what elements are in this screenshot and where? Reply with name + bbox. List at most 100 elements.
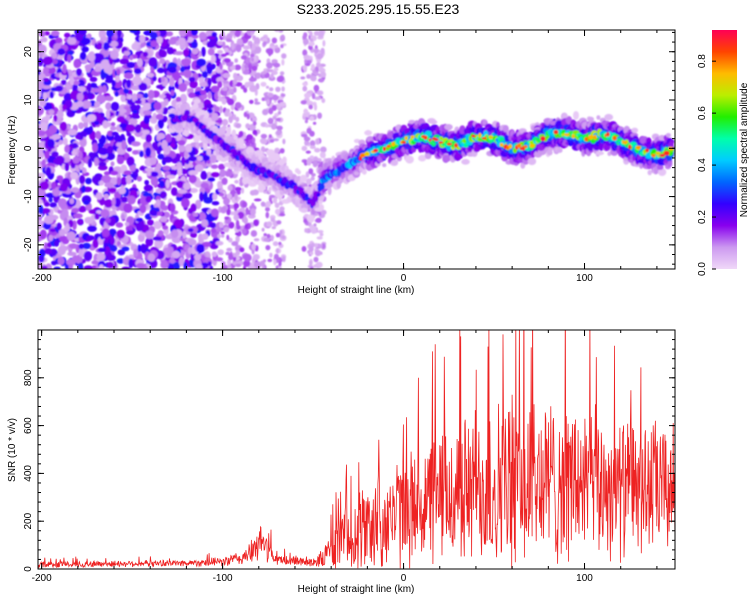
spectrogram-blob: [276, 220, 282, 225]
spectrogram-blob: [267, 117, 274, 125]
spectrogram-blob: [235, 219, 240, 228]
spectrogram-blob: [149, 31, 158, 39]
spectrogram-blob: [105, 217, 111, 224]
spectrogram-blob: [207, 77, 212, 87]
spectrogram-blob: [123, 170, 132, 176]
spectrogram-blob: [315, 217, 322, 223]
spectrogram-blob: [72, 220, 77, 231]
spectrogram-blob: [215, 241, 224, 246]
spectrogram-blob: [81, 46, 89, 53]
spectrogram-blob: [220, 53, 227, 57]
spectrogram-blob: [79, 30, 87, 35]
spectrogram-blob: [97, 161, 107, 167]
spectrogram-blob: [81, 100, 92, 109]
spectrogram-blob: [255, 72, 261, 78]
spectrogram-blob: [146, 171, 152, 177]
spectrogram-blob: [39, 181, 50, 191]
spectrogram-blob: [62, 192, 73, 198]
spectrogram-blob: [98, 264, 104, 269]
spectrogram-blob: [57, 48, 65, 56]
spectrogram-blob: [210, 164, 219, 169]
spectrogram-blob: [139, 150, 144, 157]
spectrogram-blob: [188, 76, 196, 83]
spectrogram-blob: [85, 64, 92, 73]
spectrogram-blob: [391, 159, 399, 166]
spectrogram-blob: [115, 222, 124, 228]
spectrogram-blob: [279, 148, 285, 154]
spectrogram-blob: [174, 51, 184, 56]
spectrogram-blob: [216, 77, 225, 83]
spectrogram-blob: [156, 250, 165, 260]
spectrogram-blob: [98, 147, 109, 156]
spectrogram-blob: [187, 155, 197, 162]
spectrogram-blob: [223, 226, 230, 233]
spectrogram-blob: [317, 78, 325, 83]
spectrogram-blob: [210, 227, 217, 234]
spectrogram-blob: [225, 251, 230, 256]
spectrogram-blob: [262, 41, 267, 46]
spectrogram-blob: [94, 213, 100, 220]
spectrogram-blob: [270, 234, 274, 242]
spectrogram-blob: [261, 37, 268, 42]
spectrogram-blob: [153, 220, 162, 230]
spectrogram-blob: [244, 223, 249, 230]
spectrogram-blob: [52, 187, 61, 197]
spectrogram-blob: [269, 87, 274, 92]
spectrogram-blob: [217, 234, 221, 239]
spectrogram-blob: [201, 46, 206, 57]
spectrogram-blob: [313, 156, 319, 162]
spectrogram-marks: [38, 30, 675, 269]
spectrogram-blob: [71, 207, 80, 214]
spectrogram-blob: [219, 105, 223, 114]
spectrogram-blob: [135, 263, 146, 269]
spectrogram-blob: [191, 47, 199, 55]
spectrogram-blob: [274, 44, 279, 49]
spectrogram-blob: [67, 50, 74, 56]
spectrogram-blob: [260, 133, 268, 139]
spectrogram-blob: [142, 129, 151, 135]
spectrogram-blob: [123, 203, 133, 214]
spectrogram-blob: [185, 144, 193, 153]
spectrogram-blob: [194, 164, 204, 173]
spectrogram-blob: [314, 249, 322, 257]
spectrogram-blob: [177, 166, 183, 177]
spectrogram-blob: [192, 212, 199, 217]
spectrogram-blob: [209, 222, 217, 229]
spectrogram-blob: [312, 160, 318, 168]
spectrogram-blob: [307, 214, 315, 223]
spectrogram-blob: [121, 266, 131, 269]
spectrogram-blob: [177, 58, 181, 66]
spectrogram-blob: [275, 86, 281, 93]
spectrogram-blob: [272, 197, 278, 204]
spectrogram-blob: [254, 37, 261, 45]
spectrogram-blob: [126, 132, 132, 137]
spectrogram-blob: [201, 241, 212, 247]
spectrogram-blob: [254, 98, 258, 103]
spectrogram-blob: [106, 261, 114, 269]
spectrogram-blob: [313, 30, 320, 36]
spectrogram-blob: [461, 158, 470, 165]
spectrogram-blob: [89, 76, 98, 82]
spectrogram-blob: [278, 96, 284, 100]
spectrogram-blob: [147, 89, 155, 100]
spectrogram-blob: [41, 85, 51, 90]
spectrogram-blob: [59, 121, 68, 132]
spectrogram-blob: [235, 263, 242, 268]
spectrogram-blob: [48, 230, 58, 236]
spectrogram-blob: [236, 38, 243, 46]
spectrogram-blob: [47, 67, 56, 74]
spectrogram-blob: [318, 244, 323, 248]
spectrogram-blob: [38, 204, 44, 215]
spectrogram-blob: [157, 230, 164, 237]
spectrogram-blob: [248, 63, 253, 70]
spectrogram-blob: [317, 230, 324, 234]
spectrogram-blob: [95, 192, 103, 200]
spectrogram-blob: [207, 48, 215, 56]
spectrogram-blob: [226, 247, 233, 252]
spectrogram-blob: [49, 202, 57, 208]
spectrogram-blob: [162, 165, 171, 171]
spectrogram-blob: [161, 76, 165, 83]
spectrogram-blob: [189, 188, 198, 193]
spectrogram-blob: [57, 209, 62, 214]
spectrogram-blob: [314, 147, 321, 153]
